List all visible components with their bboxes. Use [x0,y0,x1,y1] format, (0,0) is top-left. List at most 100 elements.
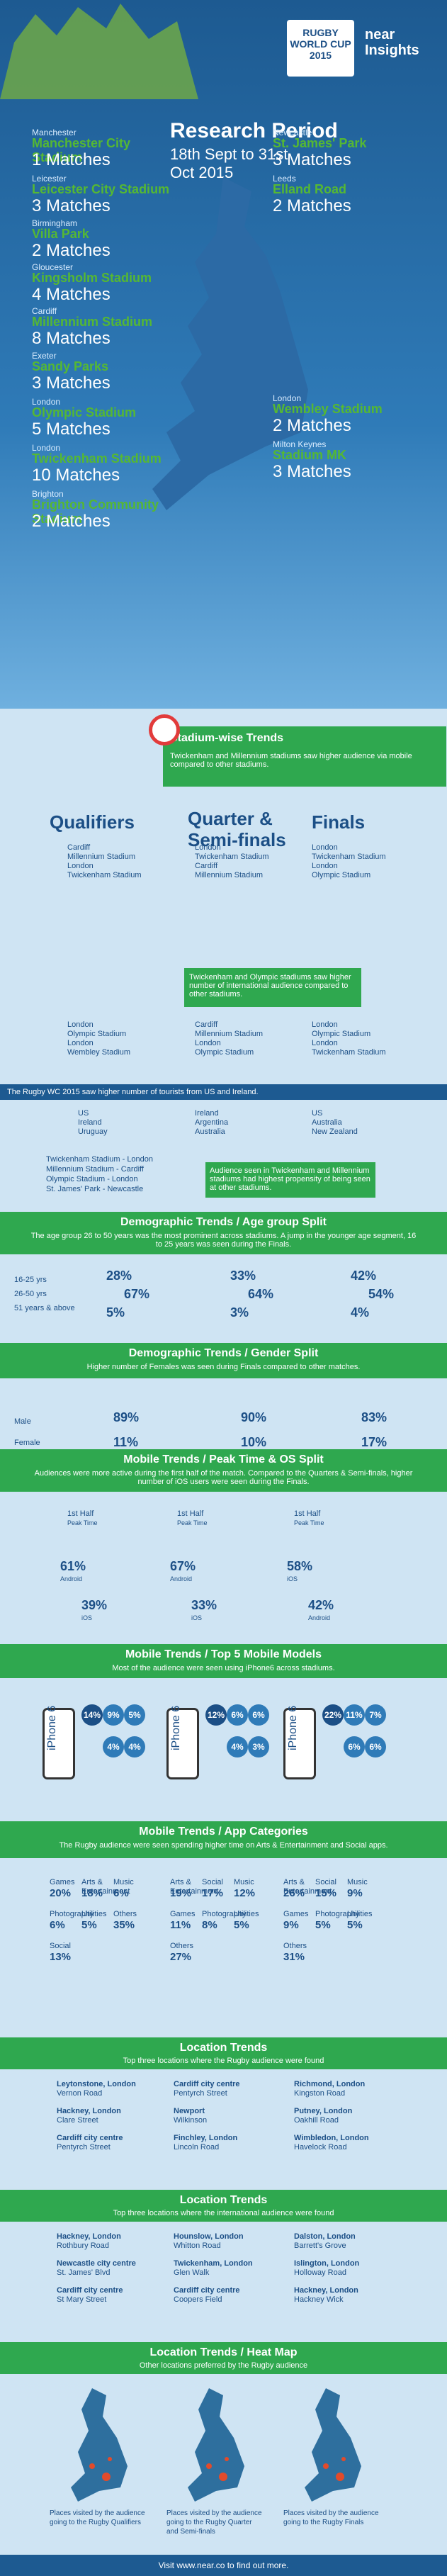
players-silhouette-icon [0,4,198,99]
os-pct: 39% [81,1598,108,1612]
age-pct: 28% [106,1269,132,1283]
stadium-city: Gloucester [32,262,74,272]
peak-label: Peak Time [177,1519,208,1526]
stage-item: Millennium Stadium [67,853,135,861]
app-category: Photography [202,1910,247,1918]
age-banner: Demographic Trends / Age group Split The… [0,1212,447,1254]
location-item: St. James' Blvd [57,2268,111,2277]
app-category: Games [50,1878,75,1886]
stage-item: London [67,1039,94,1047]
age-label: 26-50 yrs [14,1290,47,1298]
phone-label: iPhone 6 [46,1705,58,1750]
phone-icon [43,1708,75,1779]
app-pct: 5% [234,1919,249,1931]
rwc-logo: RUGBY WORLD CUP 2015 [287,20,354,77]
model-pct: 22% [322,1704,344,1726]
location-item: Islington, London [294,2259,360,2268]
location-item: Whitton Road [174,2242,221,2250]
model-pct: 11% [344,1704,365,1726]
location-item: Lincoln Road [174,2143,220,2152]
stage-item: Olympic Stadium [312,871,371,879]
country-item: US [312,1109,323,1118]
location-item: Hackney, London [57,2107,121,2115]
model-pct: 6% [248,1704,269,1726]
gender-pct: 83% [361,1410,387,1424]
location-item: Newcastle city centre [57,2259,136,2268]
peak-label: Peak Time [67,1519,98,1526]
stadium-matches: 10 Matches [32,466,120,485]
location-item: Cardiff city centre [174,2286,240,2295]
app-category: Social [202,1878,223,1886]
location-item: Clare Street [57,2116,98,2125]
heatmap-caption: Places visited by the audience going to … [166,2509,262,2536]
app-category: Games [170,1910,196,1918]
app-pct: 6% [113,1887,129,1899]
footer: Visit www.near.co to find out more. [0,2555,447,2576]
os-name: Android [308,1614,331,1621]
model-pct: 4% [103,1736,124,1757]
hero-section: RUGBY WORLD CUP 2015 near Insights Resea… [0,0,447,709]
age-label: 16-25 yrs [14,1276,47,1284]
finals-heading: Finals [312,811,366,833]
app-category: Music [113,1878,134,1886]
location-item: Twickenham, London [174,2259,253,2268]
stage-item: Olympic Stadium [67,1030,127,1038]
location-item: Hackney, London [294,2286,358,2295]
model-pct: 6% [365,1736,386,1757]
near-logo: near Insights [365,27,419,58]
location-item: Barrett's Grove [294,2242,346,2250]
location-item: Pentyrch Street [174,2089,227,2098]
app-pct: 35% [113,1919,135,1931]
location-item: Havelock Road [294,2143,347,2152]
stadium-matches: 3 Matches [273,462,351,481]
app-pct: 9% [347,1887,363,1899]
app-category: Games [283,1910,309,1918]
stadium-city: Newcastle [273,128,312,137]
stage-item: Olympic Stadium [312,1030,371,1038]
heatmap-uk-map [188,2388,244,2502]
heatmap-caption: Places visited by the audience going to … [50,2509,145,2526]
stadium-city: Milton Keynes [273,439,327,449]
app-pct: 26% [283,1887,305,1899]
model-pct: 4% [124,1736,145,1757]
gender-banner: Demographic Trends / Gender Split Higher… [0,1343,447,1378]
os-name: iOS [287,1575,298,1582]
quarter-heading: Quarter & Semi-finals [188,808,286,850]
age-pct: 42% [351,1269,377,1283]
stage-item: Olympic Stadium [195,1048,254,1057]
app-pct: 20% [50,1887,72,1899]
stadium-matches: 1 Matches [32,150,111,169]
stadium-propensity-item: St. James' Park - Newcastle [46,1185,144,1193]
model-pct: 12% [205,1704,227,1726]
model-pct: 7% [365,1704,386,1726]
stadium-city: London [273,393,302,403]
stadium-name: Sandy Parks [32,359,109,373]
stadium-name: Millennium Stadium [32,315,153,329]
app-pct: 5% [315,1919,331,1931]
age-pct: 54% [368,1287,395,1301]
period-dates: 18th Sept to 31st Oct 2015 [170,145,288,181]
stage-item: London [312,1039,338,1047]
stadium-matches: 5 Matches [32,420,111,439]
footer-link[interactable]: Visit www.near.co to find out more. [158,2560,289,2570]
stadium-city: Exeter [32,351,57,361]
gender-pct: 90% [241,1410,267,1424]
mobile-os-banner: Mobile Trends / Peak Time & OS Split Aud… [0,1449,447,1492]
stadium-city: Brighton [32,489,64,499]
stage-item: London [67,1020,94,1029]
location-item: Glen Walk [174,2268,210,2277]
stadium-name: Brighton Community Stadium [32,497,159,526]
model-pct: 4% [227,1736,248,1757]
heatmap-uk-map [71,2388,128,2502]
stadium-propensity-item: Twickenham Stadium - London [46,1155,154,1164]
app-category: Social [50,1942,71,1950]
location-item: Hounslow, London [174,2232,244,2241]
country-item: Uruguay [78,1127,108,1136]
stadium-city: Manchester [32,128,77,137]
stage-item: London [312,1020,338,1029]
stadium-name: Olympic Stadium [32,405,137,420]
model-pct: 3% [248,1736,269,1757]
app-pct: 18% [81,1887,103,1899]
age-pct: 4% [351,1305,370,1320]
stage-item: London [67,862,94,870]
